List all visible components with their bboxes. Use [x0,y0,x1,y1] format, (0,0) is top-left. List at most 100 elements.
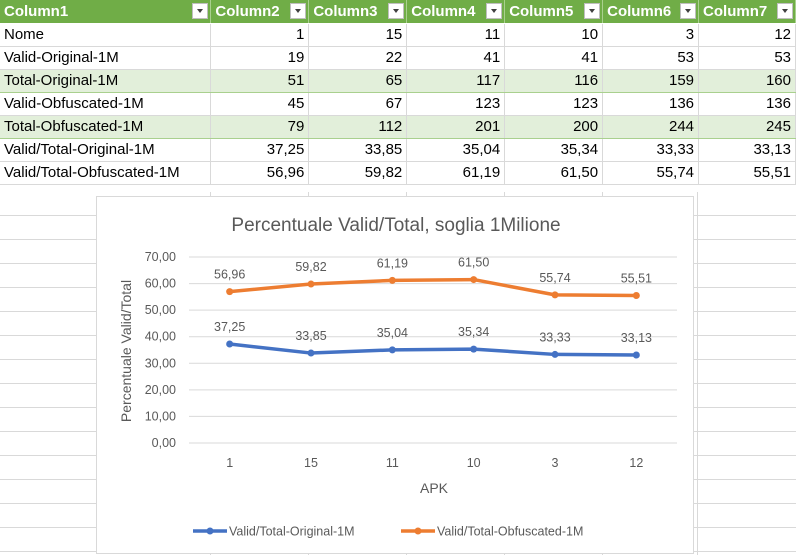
data-point [388,346,396,354]
filter-dropdown-icon[interactable] [290,3,307,19]
y-axis-title: Percentuale Valid/Total [118,280,134,422]
table-cell[interactable]: 117 [406,69,506,93]
table-cell[interactable]: 35,34 [504,138,604,162]
table-cell[interactable]: 159 [602,69,700,93]
table-cell[interactable]: 10 [504,23,604,47]
column-header-label: Column3 [313,2,378,20]
table-cell[interactable]: 67 [308,92,408,116]
column-header[interactable]: Column1 [0,0,212,24]
table-cell[interactable]: Nome [0,23,212,47]
table-cell[interactable]: 3 [602,23,700,47]
x-tick-label: 3 [552,456,559,470]
table-cell[interactable]: 245 [698,115,796,139]
table-cell[interactable]: Valid-Original-1M [0,46,212,70]
data-label: 33,85 [295,329,326,343]
table-cell[interactable]: 1 [210,23,310,47]
data-label: 56,96 [214,268,245,282]
table-cell[interactable]: Valid/Total-Original-1M [0,138,212,162]
table-cell[interactable]: 22 [308,46,408,70]
table-cell[interactable]: 15 [308,23,408,47]
data-point [226,288,234,296]
data-label: 35,04 [377,326,408,340]
data-point [388,276,396,284]
table-cell[interactable]: 112 [308,115,408,139]
x-tick-label: 12 [629,456,643,470]
y-tick-label: 60,00 [145,277,176,291]
table-row: Valid-Original-1M 19 22 41 41 53 53 [0,46,796,70]
table-cell[interactable]: 51 [210,69,310,93]
filter-dropdown-icon[interactable] [388,3,405,19]
table-cell[interactable]: 65 [308,69,408,93]
table-cell[interactable]: 116 [504,69,604,93]
table-cell[interactable]: 33,85 [308,138,408,162]
table-cell[interactable]: 123 [504,92,604,116]
column-header[interactable]: Column7 [698,0,796,24]
table-cell[interactable]: 11 [406,23,506,47]
table-cell[interactable]: 61,50 [504,161,604,185]
filter-dropdown-icon[interactable] [777,3,793,19]
table-row: Total-Original-1M 51 65 117 116 159 160 [0,69,796,93]
column-header-label: Column1 [4,2,69,20]
table-row: Valid/Total-Original-1M 37,25 33,85 35,0… [0,138,796,162]
table-cell[interactable]: 123 [406,92,506,116]
y-tick-label: 30,00 [145,356,176,370]
data-point [632,292,640,300]
data-point [551,350,559,358]
table-cell[interactable]: 37,25 [210,138,310,162]
table-cell[interactable]: 55,74 [602,161,700,185]
column-header-label: Column6 [607,2,672,20]
table-cell[interactable]: 61,19 [406,161,506,185]
data-point [470,345,478,353]
column-header[interactable]: Column4 [406,0,506,24]
filter-dropdown-icon[interactable] [486,3,503,19]
column-header[interactable]: Column6 [602,0,700,24]
table-cell[interactable]: 33,13 [698,138,796,162]
table-cell[interactable]: 41 [406,46,506,70]
filter-dropdown-icon[interactable] [584,3,601,19]
table-cell[interactable]: 33,33 [602,138,700,162]
table-cell[interactable]: 160 [698,69,796,93]
column-header[interactable]: Column2 [210,0,310,24]
data-table: Column1 Column2 Column3 Column4 Column5 … [0,0,796,185]
table-cell[interactable]: 12 [698,23,796,47]
table-cell[interactable]: 45 [210,92,310,116]
table-cell[interactable]: 79 [210,115,310,139]
y-tick-label: 40,00 [145,330,176,344]
table-cell[interactable]: Valid-Obfuscated-1M [0,92,212,116]
table-cell[interactable]: 55,51 [698,161,796,185]
filter-dropdown-icon[interactable] [192,3,209,19]
table-cell[interactable]: 244 [602,115,700,139]
column-header-label: Column2 [215,2,280,20]
column-header[interactable]: Column3 [308,0,408,24]
table-cell[interactable]: Total-Obfuscated-1M [0,115,212,139]
y-tick-label: 70,00 [145,250,176,264]
column-header[interactable]: Column5 [504,0,604,24]
table-cell[interactable]: Total-Original-1M [0,69,212,93]
legend-label: Valid/Total-Original-1M [229,525,355,539]
table-cell[interactable]: 136 [602,92,700,116]
series-line [227,277,639,298]
table-row: Valid/Total-Obfuscated-1M 56,96 59,82 61… [0,161,796,185]
table-cell[interactable]: 35,04 [406,138,506,162]
table-cell[interactable]: 53 [698,46,796,70]
data-label: 33,13 [621,331,652,345]
table-cell[interactable]: 41 [504,46,604,70]
table-cell[interactable]: Valid/Total-Obfuscated-1M [0,161,212,185]
y-tick-label: 10,00 [145,409,176,423]
table-cell[interactable]: 136 [698,92,796,116]
y-tick-label: 20,00 [145,383,176,397]
table-cell[interactable]: 200 [504,115,604,139]
header-row: Column1 Column2 Column3 Column4 Column5 … [0,0,796,24]
table-cell[interactable]: 19 [210,46,310,70]
table-cell[interactable]: 56,96 [210,161,310,185]
data-point [307,349,315,357]
filter-dropdown-icon[interactable] [680,3,697,19]
table-cell[interactable]: 53 [602,46,700,70]
table-cell[interactable]: 201 [406,115,506,139]
table-cell[interactable]: 59,82 [308,161,408,185]
line-chart[interactable]: Percentuale Valid/Total, soglia 1Milione… [96,196,694,554]
x-tick-label: 1 [226,456,233,470]
chart-canvas: Percentuale Valid/Total, soglia 1Milione… [118,215,677,539]
data-point [226,340,234,348]
data-label: 61,19 [377,256,408,270]
